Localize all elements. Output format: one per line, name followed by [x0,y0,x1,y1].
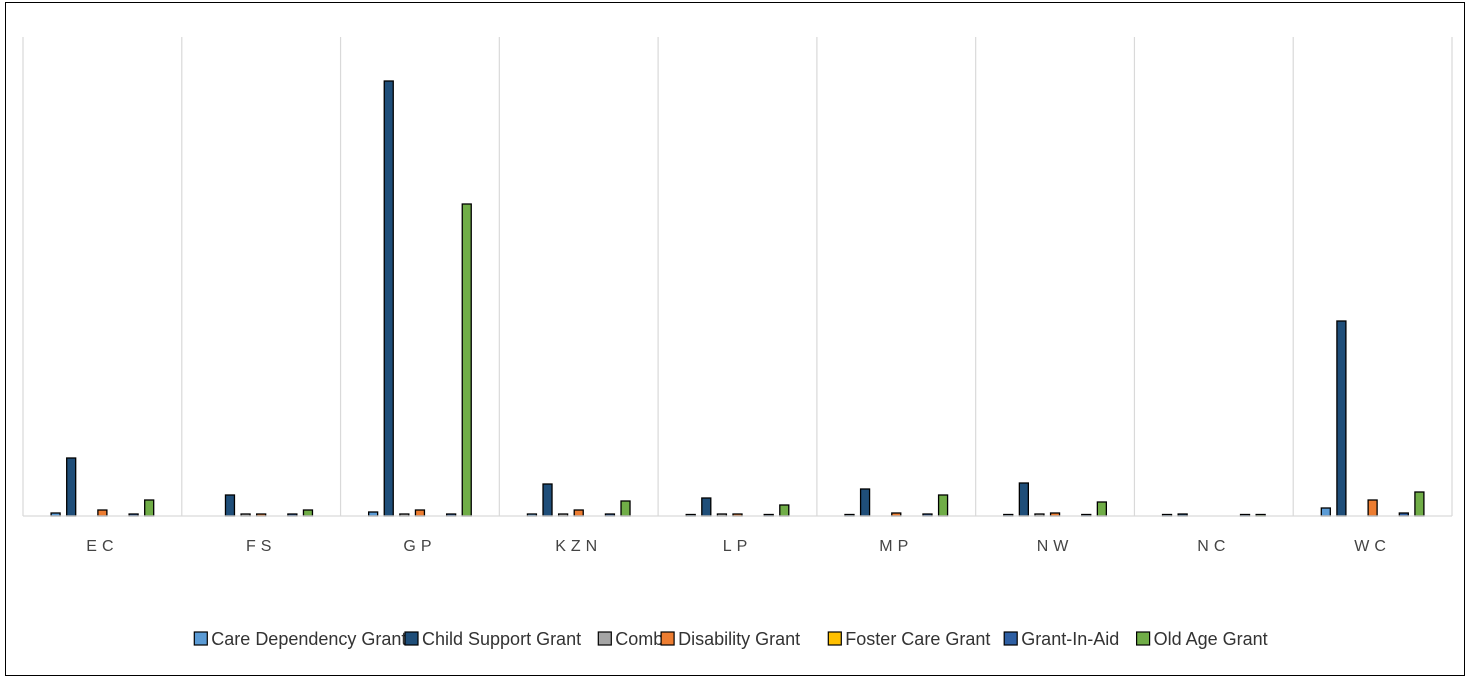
bars [50,80,1425,517]
x-tick-label: LP [723,538,753,555]
bar-child-support-grant-gp [383,80,394,517]
x-tick-label: KZN [555,538,602,555]
chart-frame: EC FS GP KZN LP MP NW NC WC Care Dependency Gran… [5,2,1465,676]
legend-swatch [1135,631,1151,646]
legend-item: Comb [597,629,663,649]
bar-child-support-grant-mp [859,488,871,517]
bar-old-age-grant-fs [302,509,314,517]
legend-swatch [193,631,208,646]
bar-child-support-grant-ec [66,457,77,517]
legend-swatch [597,631,612,646]
bar-disability-grant-wc [1367,499,1378,517]
bar-old-age-grant-ec [144,499,155,517]
bar-child-support-grant-nw [1018,482,1030,517]
gridlines [22,37,1453,516]
legend-label: Foster Care Grant [845,629,990,649]
bar-old-age-grant-lp [779,504,790,517]
legend-label: Care Dependency Grant [211,629,406,649]
bar-old-age-grant-nw [1096,501,1108,517]
x-tick-label: NW [1037,538,1074,555]
x-tick-label: WC [1354,538,1391,555]
x-tick-label: NC [1197,538,1230,555]
legend-swatch [827,631,842,646]
bar-child-support-grant-fs [224,494,236,517]
legend: Care Dependency Grant Child Support Grant… [193,629,1268,649]
bar-child-support-grant-lp [701,497,712,517]
x-tick-label: EC [86,538,118,555]
legend-swatch [660,631,675,646]
legend-label: Old Age Grant [1154,629,1268,649]
bar-care-dependency-grant-wc [1320,507,1331,517]
bar-old-age-grant-mp [937,494,949,517]
bar-child-support-grant-kzn [542,483,553,517]
bar-disability-grant-gp [414,509,426,517]
legend-item: Foster Care Grant [827,629,990,649]
legend-label: Disability Grant [678,629,800,649]
legend-item: Disability Grant [660,629,800,649]
bar-disability-grant-ec [97,509,108,517]
x-tick-label: GP [403,538,436,555]
legend-swatch [1003,631,1018,646]
bar-chart: EC FS GP KZN LP MP NW NC WC Care Dependency Gran… [22,37,1453,649]
legend-swatch [404,631,419,646]
x-tick-labels: EC FS GP KZN LP MP NW NC WC [86,538,1391,555]
legend-label: Comb [615,629,663,649]
bar-old-age-grant-gp [461,203,472,517]
bar-old-age-grant-wc [1414,491,1425,517]
legend-item: Care Dependency Grant [193,629,406,649]
x-tick-label: MP [879,538,913,555]
legend-label: Child Support Grant [422,629,581,649]
legend-item: Child Support Grant [404,629,581,649]
bar-disability-grant-kzn [573,509,584,517]
legend-label: Grant-In-Aid [1021,629,1119,649]
x-tick-label: FS [246,538,276,555]
legend-item: Grant-In-Aid [1003,629,1119,649]
bar-old-age-grant-kzn [620,500,631,517]
legend-item: Old Age Grant [1135,629,1268,649]
bar-child-support-grant-wc [1336,320,1347,517]
